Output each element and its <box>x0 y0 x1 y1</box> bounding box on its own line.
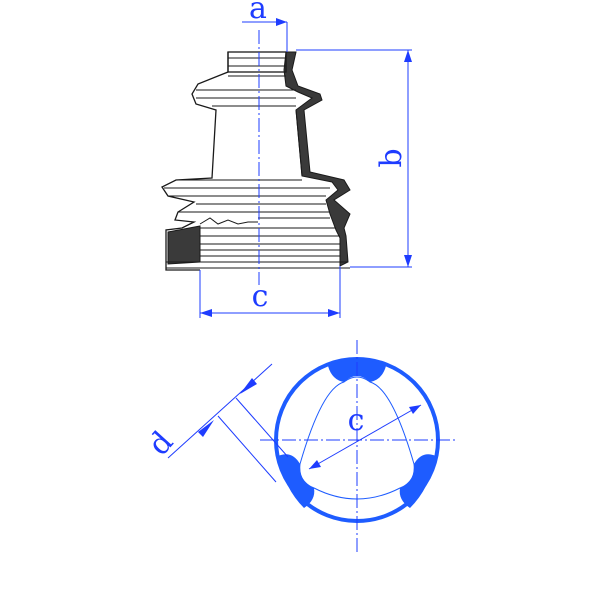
dim-c-top-arrowhead-upper <box>409 405 421 414</box>
dim-d-arrowhead-outer <box>240 378 257 394</box>
dim-d-extension-outer <box>235 397 289 458</box>
dim-c-top-label: c <box>348 403 365 438</box>
section-right-lobe <box>399 454 436 508</box>
dim-d-extension-inner <box>217 415 277 483</box>
dim-b-label: b <box>374 148 409 167</box>
boot-right-section <box>283 51 351 267</box>
dim-b-arrowhead-top <box>404 50 412 62</box>
section-left-lobe <box>278 454 315 508</box>
dim-d-line <box>167 363 273 459</box>
section-inner-profile <box>299 376 415 500</box>
dim-b-arrowhead-bottom <box>404 255 412 267</box>
boot-body-right-inner <box>295 109 303 177</box>
dim-d-arrowhead-inner <box>198 420 214 437</box>
dim-c-arrowhead-left <box>200 309 212 317</box>
boot-left-outline <box>161 52 229 271</box>
bellow-3-inner-zigzag <box>199 217 258 225</box>
dim-a-label: a <box>249 0 267 26</box>
dim-c-top-arrowhead-lower <box>309 460 321 469</box>
dim-c-side-label: c <box>252 279 269 314</box>
boot-top-view <box>260 340 455 552</box>
boot-top-collar <box>227 51 287 73</box>
dim-a-arrowhead <box>276 18 287 26</box>
boot-left-ring-section <box>167 225 201 265</box>
dim-d-label: d <box>142 425 181 463</box>
dim-c-arrowhead-right <box>328 309 340 317</box>
side-view-dimensions: a b c <box>199 0 412 318</box>
dim-c-top-line <box>308 404 422 470</box>
boot-side-view <box>161 30 351 285</box>
